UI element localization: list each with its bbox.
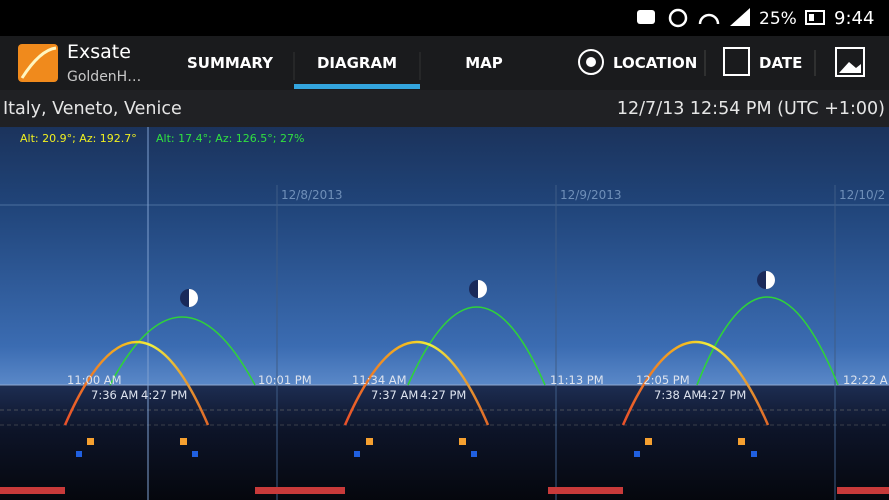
image-button[interactable] — [835, 47, 865, 77]
status-bar — [0, 0, 889, 36]
notification-icon — [637, 10, 655, 24]
date-button[interactable]: DATE — [759, 54, 802, 72]
clock: 9:44 — [834, 8, 874, 29]
time-label: 12:22 A — [843, 373, 888, 387]
alarm-icon — [668, 8, 688, 28]
action-bar — [0, 36, 889, 90]
datetime: 12/7/13 12:54 PM (UTC +1:00) — [617, 99, 885, 119]
battery-level — [809, 14, 814, 21]
time-label: 10:01 PM — [258, 373, 312, 387]
date-icon — [723, 47, 750, 76]
moon-icon — [469, 280, 487, 298]
tab-indicator — [294, 84, 420, 89]
location: Italy, Veneto, Venice — [3, 99, 182, 119]
sun-path — [63, 341, 210, 426]
date-label: 12/8/2013 — [281, 188, 343, 202]
sun-path — [621, 340, 770, 426]
event-markers — [76, 438, 757, 457]
ground — [0, 385, 889, 500]
moon-path — [407, 306, 546, 386]
moon-path — [696, 296, 839, 386]
battery-text: 25% — [759, 9, 797, 29]
time-label: 11:13 PM — [550, 373, 604, 387]
wifi-icon — [698, 13, 720, 25]
time-label: 4:27 PM — [700, 388, 746, 402]
tab[interactable]: MAP — [465, 54, 503, 72]
date-label: 12/10/2 — [839, 188, 885, 202]
sun-path — [343, 341, 490, 426]
moon-path — [109, 316, 256, 386]
date-label: 12/9/2013 — [560, 188, 622, 202]
image-icon — [839, 62, 861, 73]
time-label: 12:05 PM — [636, 373, 690, 387]
app-title: Exsate — [67, 41, 131, 63]
location-icon — [578, 49, 604, 75]
moon-readout: Alt: 17.4°; Az: 126.5°; 27% — [156, 132, 304, 145]
time-label: 11:34 AM — [352, 373, 407, 387]
signal-icon — [730, 8, 750, 26]
tab[interactable]: DIAGRAM — [317, 54, 397, 72]
tab[interactable]: SUMMARY — [187, 54, 274, 72]
time-label: 4:27 PM — [420, 388, 466, 402]
battery-icon — [805, 10, 825, 25]
sun-readout: Alt: 20.9°; Az: 192.7° — [20, 132, 137, 145]
sky — [0, 127, 889, 385]
moon-icon — [757, 271, 775, 289]
time-label: 7:38 AM — [654, 388, 701, 402]
time-label: 11:00 AM — [67, 373, 122, 387]
time-label: 7:36 AM — [91, 388, 138, 402]
app-icon-ray — [20, 46, 57, 79]
app-icon[interactable] — [18, 44, 58, 82]
night-bars — [0, 487, 889, 494]
location-button[interactable]: LOCATION — [613, 54, 697, 72]
location-icon-dot — [586, 57, 596, 67]
time-label: 7:37 AM — [371, 388, 418, 402]
time-label: 4:27 PM — [141, 388, 187, 402]
location-bar — [0, 90, 889, 127]
moon-icon — [180, 289, 198, 307]
app-subtitle: GoldenH… — [67, 69, 141, 85]
